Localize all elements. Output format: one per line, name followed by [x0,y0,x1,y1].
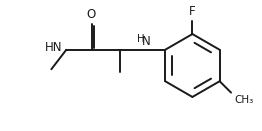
Text: HN: HN [45,41,63,54]
Text: O: O [86,8,96,21]
Text: N: N [142,35,151,48]
Text: H: H [138,34,145,44]
Text: CH₃: CH₃ [235,95,254,105]
Text: F: F [189,6,196,18]
